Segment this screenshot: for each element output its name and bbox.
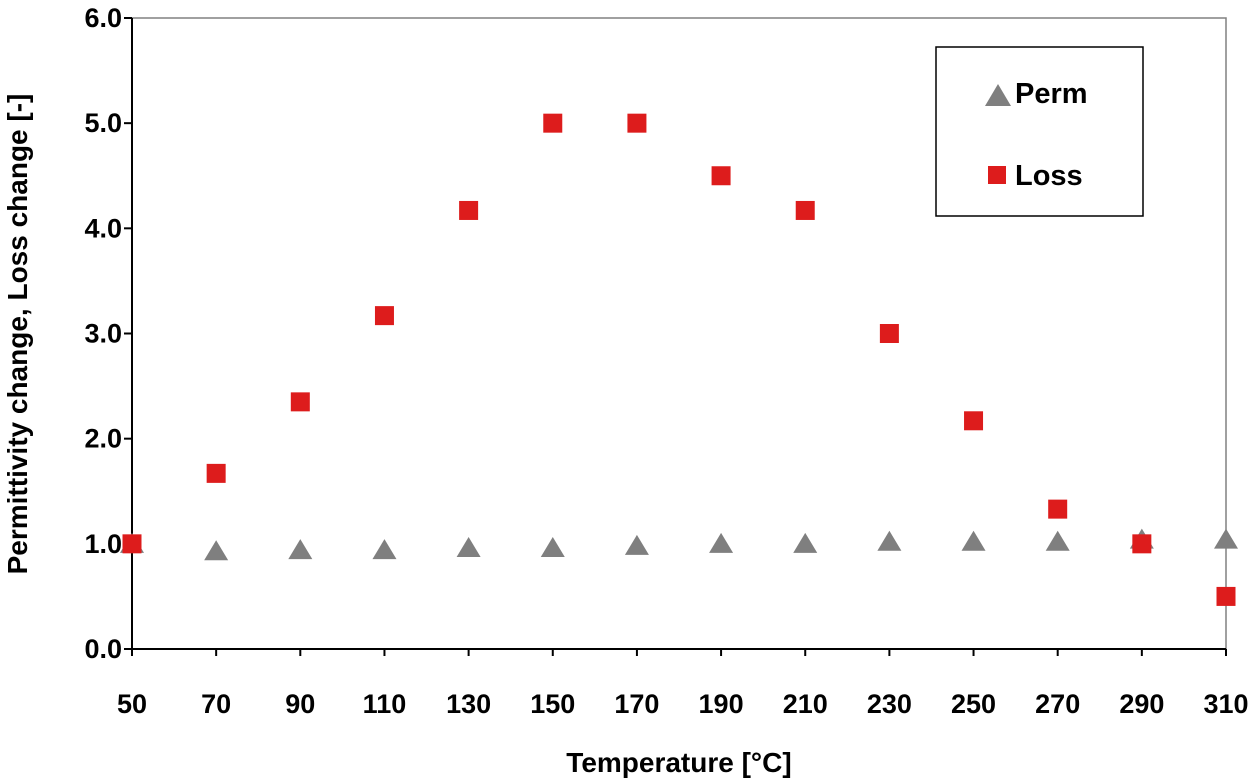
y-axis: 0.0 1.0 2.0 3.0 4.0 5.0 6.0: [84, 3, 133, 664]
x-tick-label: 210: [783, 689, 828, 719]
loss-point: [543, 113, 563, 133]
loss-point: [122, 534, 142, 554]
loss-point: [795, 200, 815, 220]
perm-point: [709, 532, 734, 553]
y-tick-label: 0.0: [84, 634, 122, 664]
series-layer: [120, 113, 1238, 606]
perm-point: [877, 530, 902, 551]
x-tick-label: 90: [285, 689, 315, 719]
perm-point: [624, 534, 649, 555]
x-tick-label: 290: [1119, 689, 1164, 719]
loss-point: [1216, 586, 1236, 606]
loss-point: [290, 392, 310, 412]
loss-point: [459, 200, 479, 220]
loss-point: [627, 113, 647, 133]
loss-point: [1132, 534, 1152, 554]
legend-loss-marker: [988, 166, 1006, 184]
x-axis: 50 70 90 110 130 150 170 190 210 230 250 270 290 310: [117, 648, 1249, 719]
x-tick-label: 310: [1203, 689, 1248, 719]
perm-point: [540, 537, 565, 558]
x-tick-label: 50: [117, 689, 147, 719]
loss-point: [711, 166, 731, 186]
x-tick-label: 110: [363, 689, 407, 719]
legend-perm-label: Perm: [1015, 78, 1088, 110]
loss-point: [206, 463, 226, 483]
perm-point: [456, 537, 481, 558]
x-tick-label: 130: [446, 689, 491, 719]
perm-point: [372, 539, 397, 560]
x-tick-label: 170: [614, 689, 659, 719]
perm-point: [204, 540, 229, 561]
x-tick-label: 270: [1035, 689, 1080, 719]
loss-point: [374, 306, 394, 326]
legend-box: [935, 46, 1144, 217]
legend-perm-marker: [985, 84, 1011, 106]
perm-point: [1045, 530, 1070, 551]
loss-point: [879, 324, 899, 343]
x-tick-label: 190: [699, 689, 744, 719]
y-axis-title: Permittivity change, Loss change [-]: [2, 94, 33, 575]
perm-point: [288, 539, 313, 560]
loss-point: [1048, 499, 1068, 519]
series-perm: [120, 528, 1238, 561]
y-tick-label: 2.0: [84, 424, 122, 454]
x-axis-title: Temperature [°C]: [566, 747, 791, 778]
perm-point: [961, 530, 986, 551]
legend-loss-label: Loss: [1015, 160, 1083, 192]
x-tick-label: 250: [951, 689, 996, 719]
y-tick-label: 3.0: [84, 319, 122, 349]
loss-point: [964, 411, 984, 431]
y-tick-label: 1.0: [84, 529, 122, 559]
series-loss: [122, 113, 1236, 606]
y-tick-label: 4.0: [84, 213, 122, 243]
x-tick-label: 230: [867, 689, 912, 719]
legend: Perm Loss: [935, 46, 1144, 217]
perm-point: [1214, 528, 1238, 549]
x-tick-label: 150: [530, 689, 575, 719]
y-tick-label: 5.0: [84, 108, 122, 138]
y-tick-label: 6.0: [84, 3, 122, 33]
x-tick-label: 70: [201, 689, 231, 719]
perm-point: [793, 532, 818, 553]
